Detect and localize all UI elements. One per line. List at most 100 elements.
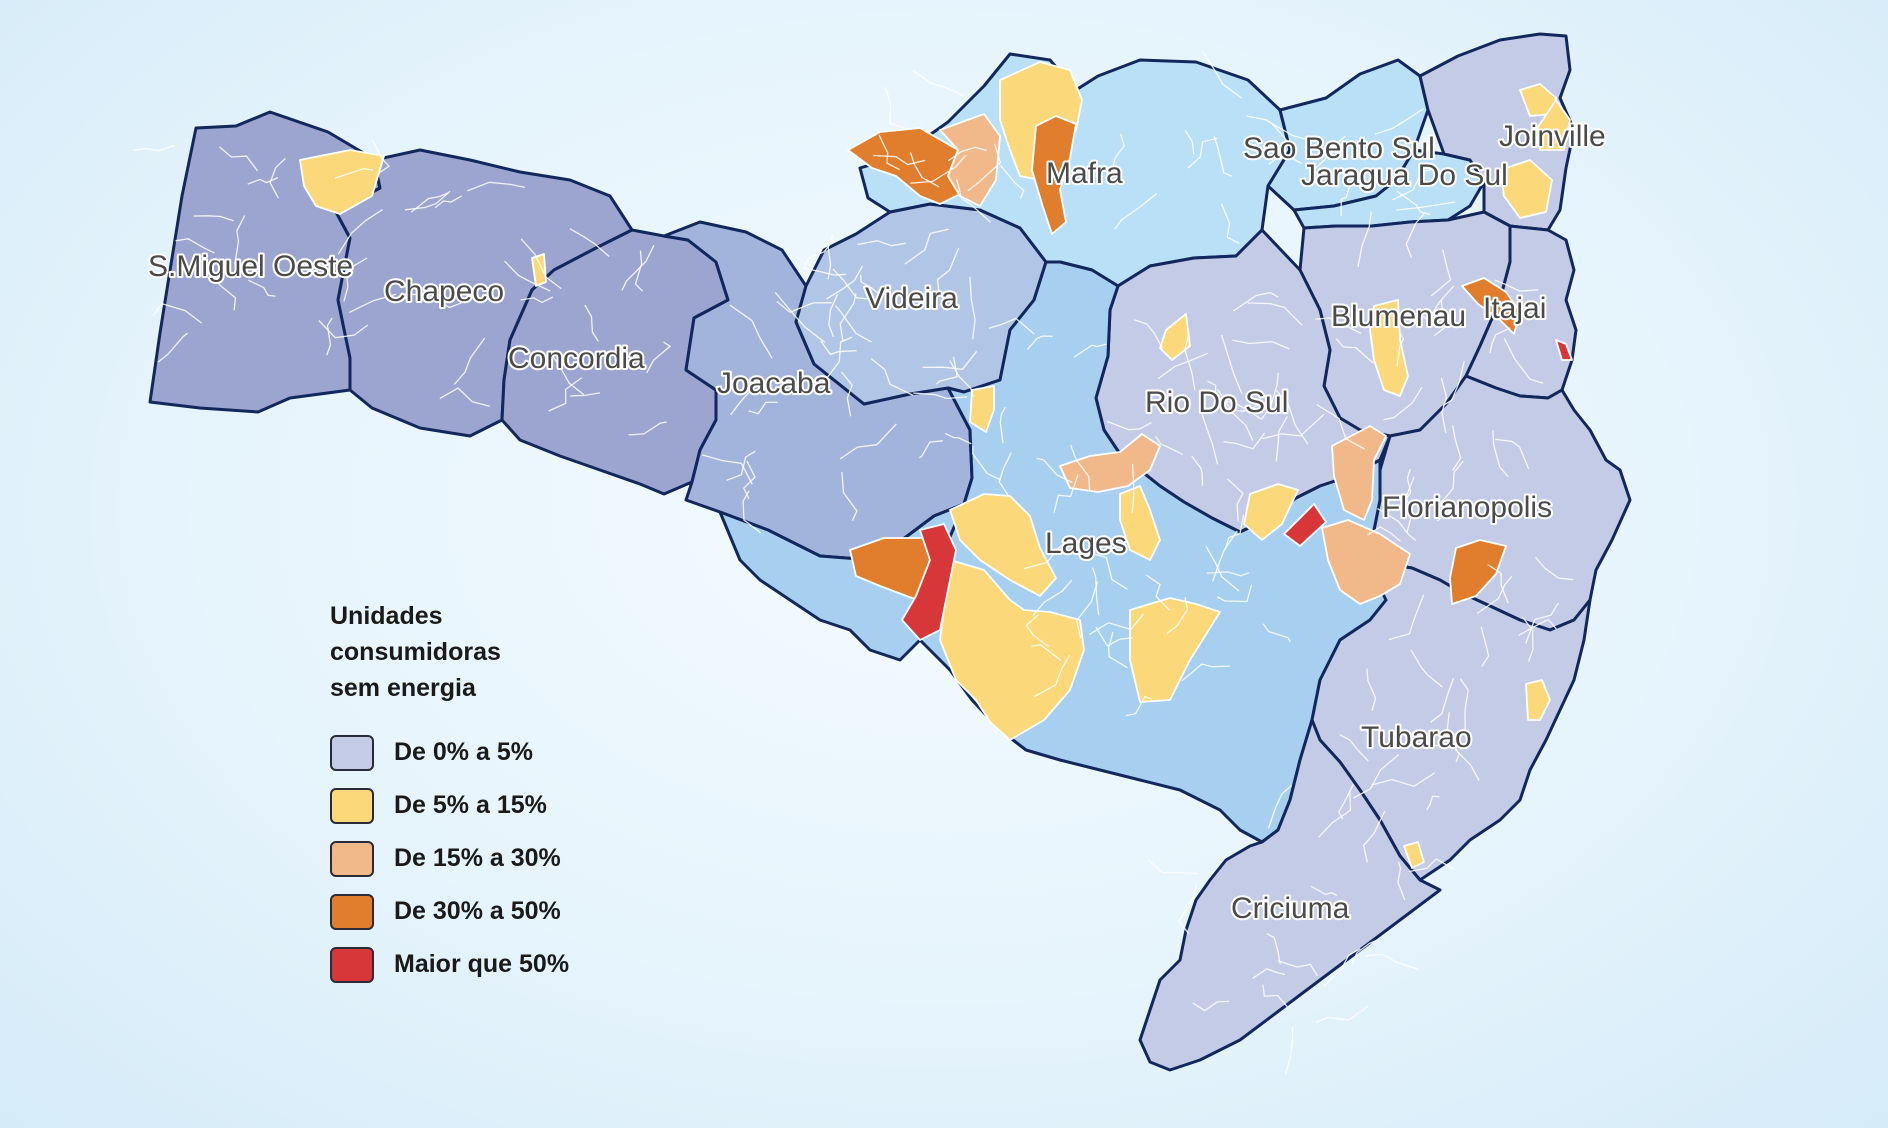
municipal-border-153 [1075, 581, 1099, 639]
legend-title: Unidades consumidoras sem energia [330, 598, 569, 706]
municipal-border-197 [1362, 811, 1386, 863]
municipal-border-188 [1521, 616, 1534, 662]
municipal-border-71 [1111, 133, 1125, 169]
legend-title-line-2: consumidoras [330, 638, 501, 666]
spot-joinville-3 [1499, 159, 1553, 219]
municipal-border-10 [318, 320, 369, 339]
municipal-border-183 [1518, 618, 1557, 636]
region-label-jaragua-do-sul: Jaragua Do Sul [1301, 159, 1508, 192]
municipal-border-180 [1430, 677, 1455, 723]
municipal-border-26 [520, 238, 562, 290]
municipal-border-25 [569, 228, 610, 257]
municipal-border-102 [1430, 249, 1452, 297]
region-label-lages: Lages [1045, 527, 1127, 560]
municipal-border-148 [1070, 444, 1091, 492]
region-criciuma [1138, 718, 1442, 1072]
spot-lages-3 [949, 493, 1057, 597]
municipal-border-28 [584, 304, 599, 342]
municipal-border-76 [1184, 130, 1195, 155]
spot-itajai-2 [1555, 339, 1573, 361]
legend-items: De 0% a 5% De 5% a 15% De 15% a 30% De 3… [330, 726, 569, 991]
municipal-border-17 [334, 168, 374, 179]
municipal-border-67 [805, 267, 847, 276]
spot-lages-4 [939, 559, 1085, 741]
municipal-border-200 [1337, 784, 1354, 820]
municipal-border-173 [1339, 734, 1369, 762]
municipal-border-56 [729, 304, 773, 359]
municipal-border-89 [1396, 201, 1456, 211]
municipal-border-46 [839, 423, 897, 460]
legend-item-30-50: De 30% a 50% [330, 885, 569, 938]
municipal-border-43 [913, 392, 968, 400]
municipal-border-52 [702, 454, 753, 485]
municipal-border-9 [234, 215, 246, 265]
municipal-border-108 [1260, 372, 1279, 421]
municipal-border-114 [1106, 420, 1152, 431]
municipal-border-1 [247, 177, 279, 185]
region-label-chapeco: Chapeco [384, 275, 504, 308]
municipal-border-120 [1437, 504, 1484, 522]
municipal-border-160 [1166, 597, 1189, 635]
municipal-border-55 [841, 471, 858, 521]
municipal-border-78 [1187, 137, 1218, 169]
spot-tubarao-1 [1525, 679, 1551, 721]
legend-label-over-50: Maior que 50% [394, 950, 570, 978]
municipal-borders [133, 51, 1574, 1075]
municipal-border-84 [1202, 51, 1242, 99]
municipal-border-73 [857, 240, 906, 247]
municipal-border-191 [1266, 933, 1281, 965]
municipal-border-74 [1114, 192, 1158, 230]
municipal-border-31 [570, 392, 601, 397]
spot-itajai-1 [1461, 277, 1521, 335]
municipal-border-113 [1247, 302, 1303, 326]
municipal-border-203 [1262, 984, 1288, 1008]
municipal-border-105 [1357, 211, 1372, 268]
municipality-highlights [299, 61, 1573, 869]
legend-swatch-5-15 [330, 787, 374, 824]
region-label-criciuma: Criciuma [1231, 892, 1350, 925]
municipal-border-181 [1429, 744, 1480, 781]
municipal-border-50 [918, 440, 943, 459]
municipal-border-169 [1220, 334, 1243, 395]
municipal-border-51 [743, 460, 756, 500]
municipal-border-94 [1374, 107, 1424, 135]
municipal-border-36 [621, 245, 655, 291]
municipal-border-62 [828, 294, 839, 338]
municipal-border-146 [1206, 571, 1250, 577]
municipal-border-24 [372, 140, 391, 174]
municipal-border-23 [410, 192, 449, 213]
municipal-border-72 [1000, 165, 1025, 199]
municipal-border-150 [1023, 538, 1071, 570]
municipal-border-16 [343, 257, 368, 302]
municipal-border-172 [1366, 668, 1377, 711]
region-label-sao-bento-sul: Sao Bento Sul [1243, 132, 1435, 165]
spot-lages-7 [901, 523, 957, 641]
municipal-border-116 [1134, 319, 1163, 349]
municipal-border-198 [1315, 1005, 1369, 1023]
municipal-border-12 [219, 146, 259, 172]
municipal-border-138 [1217, 584, 1253, 603]
municipal-border-100 [1396, 330, 1405, 367]
region-label-blumenau: Blumenau [1331, 300, 1466, 333]
spot-criciuma-1 [1403, 841, 1425, 869]
municipal-border-6 [133, 144, 175, 152]
municipal-border-121 [1440, 377, 1448, 434]
municipal-border-147 [1145, 574, 1171, 611]
municipal-border-136 [1087, 551, 1128, 590]
municipal-border-194 [1192, 1000, 1230, 1012]
municipal-border-130 [1367, 526, 1401, 542]
municipal-border-144 [1232, 339, 1290, 350]
municipal-border-118 [1229, 401, 1271, 412]
municipal-border-149 [1225, 401, 1254, 441]
municipal-border-189 [1310, 885, 1338, 897]
spot-riodosul-4 [1283, 503, 1327, 547]
legend-label-5-15: De 5% a 15% [394, 791, 547, 819]
municipal-border-45 [935, 356, 958, 385]
legend-title-line-1: Unidades [330, 602, 443, 630]
municipal-border-128 [1492, 430, 1509, 478]
spot-lages-5 [1129, 597, 1221, 703]
municipal-border-22 [466, 181, 525, 192]
municipal-border-32 [634, 250, 644, 292]
municipal-border-5 [337, 209, 383, 255]
municipal-border-143 [999, 406, 1006, 444]
